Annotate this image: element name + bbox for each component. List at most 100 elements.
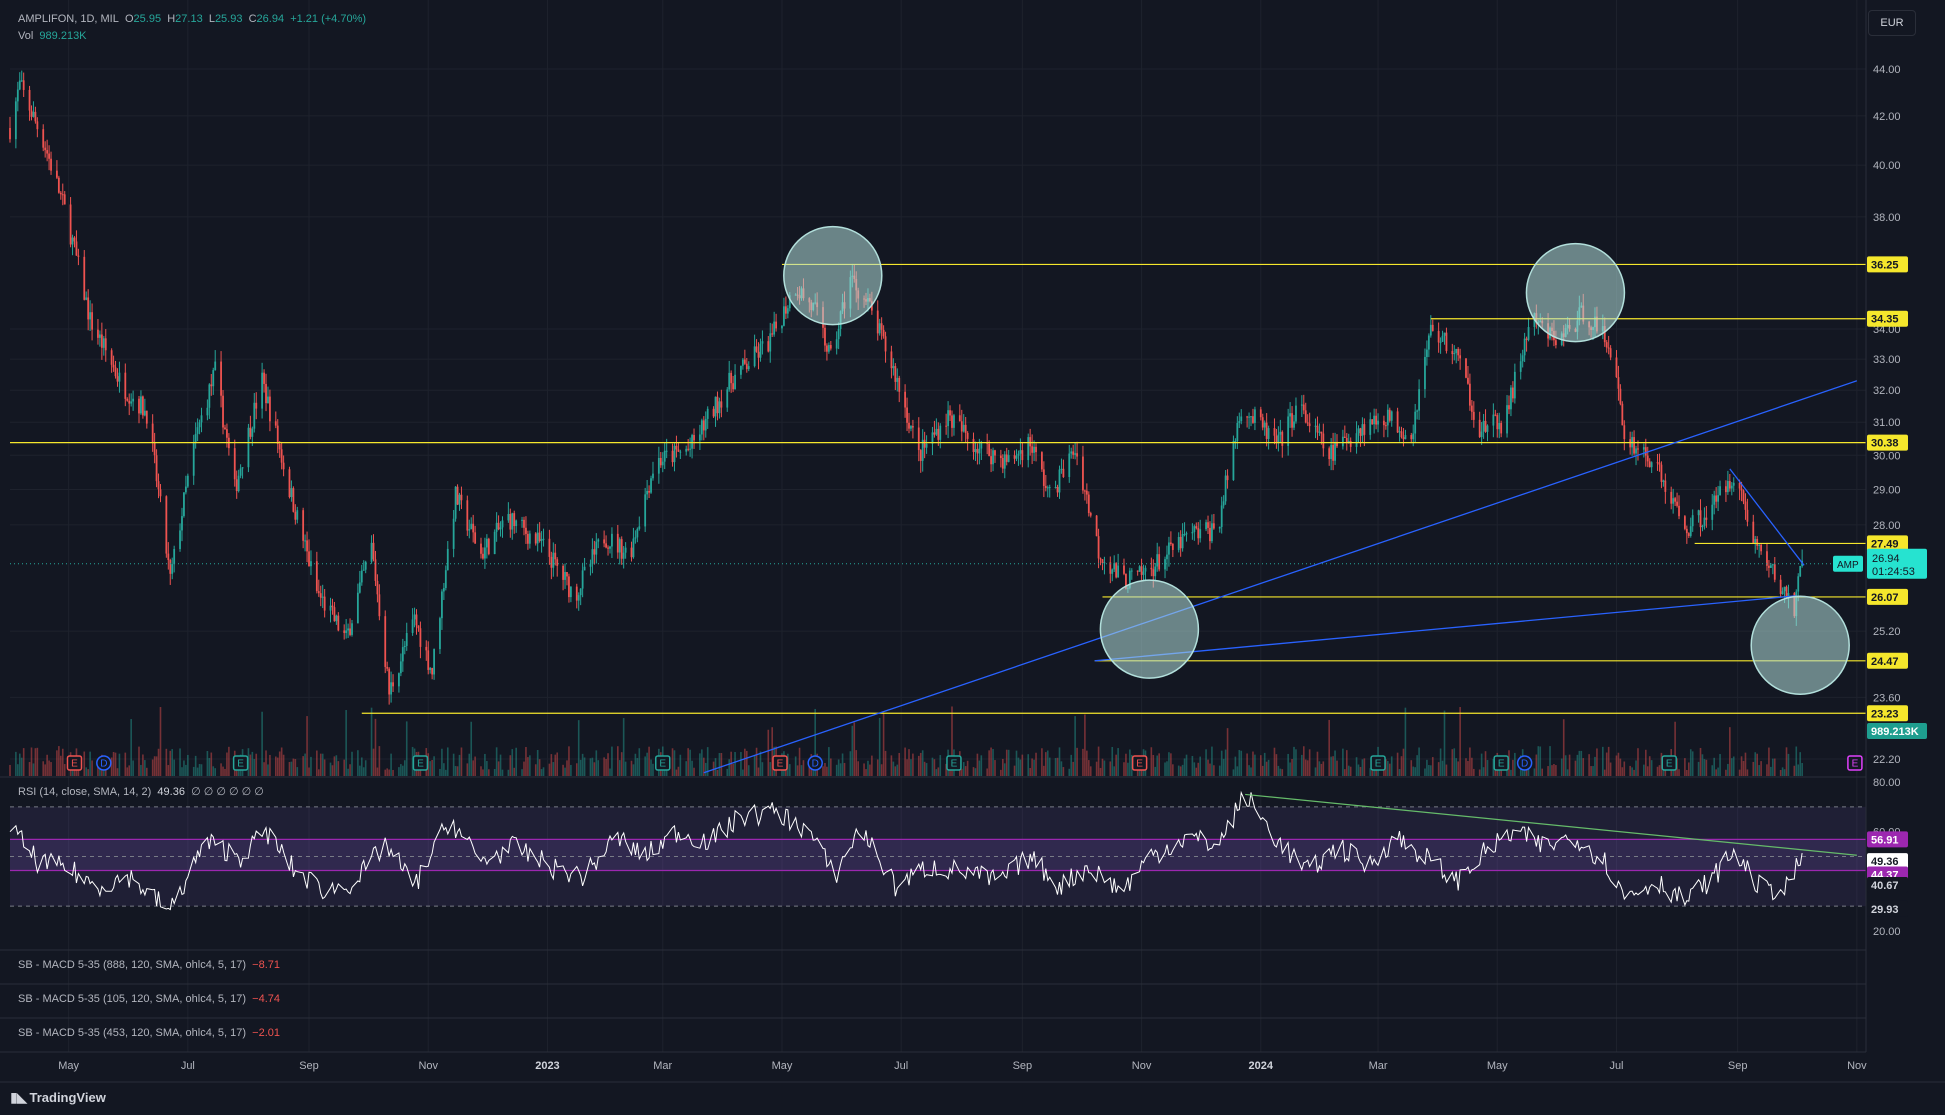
candle-body	[507, 513, 510, 521]
volume-bar	[403, 760, 406, 776]
volume-bar	[798, 747, 801, 776]
volume-bar	[677, 766, 680, 776]
rsi-inner-band-fill	[10, 839, 1866, 871]
volume-bar	[839, 763, 842, 776]
candle-body	[1287, 416, 1290, 446]
volume-bar	[468, 753, 471, 776]
volume-bar	[787, 753, 789, 776]
symbol-label[interactable]: AMPLIFON, 1D, MIL	[18, 13, 119, 25]
time-tick-label: May	[772, 1060, 793, 1072]
candle-body	[1672, 498, 1675, 504]
volume-bar	[1363, 758, 1366, 776]
volume-bar	[939, 755, 942, 776]
volume-bar	[15, 751, 17, 776]
candle-body	[36, 121, 39, 130]
candle-body	[671, 450, 674, 463]
volume-bar	[118, 753, 121, 776]
candle-body	[1234, 440, 1237, 442]
candle-body	[740, 365, 742, 375]
price-tick-label: 40.00	[1873, 160, 1901, 172]
candle-body	[1185, 533, 1188, 535]
earnings-marker	[655, 755, 671, 771]
volume-bar	[499, 754, 502, 776]
volume-bar	[1576, 754, 1579, 776]
candle-body	[1205, 522, 1207, 530]
candle-body	[200, 415, 203, 423]
volume-bar	[44, 764, 46, 776]
volume-bar	[796, 765, 799, 776]
candle-body	[104, 338, 107, 351]
candle-body	[1111, 569, 1114, 574]
volume-bar	[1070, 754, 1073, 776]
volume-bar	[1590, 766, 1592, 776]
volume-bar	[1355, 757, 1358, 776]
volume-bar	[1088, 760, 1090, 776]
candle-body	[126, 398, 129, 401]
candle-body	[1388, 409, 1391, 421]
volume-bar	[97, 761, 99, 776]
volume-bar	[58, 746, 60, 776]
volume-bar	[1254, 754, 1256, 776]
price-tick-label: 32.00	[1873, 385, 1901, 397]
candle-body	[210, 384, 213, 387]
earnings-marker	[1493, 755, 1509, 771]
candle-body	[1785, 586, 1788, 598]
volume-bar	[179, 748, 181, 776]
volume-bar	[867, 760, 869, 776]
rsi-legend[interactable]: RSI (14, close, SMA, 14, 2) 49.36 ∅ ∅ ∅ …	[18, 785, 264, 798]
candle-body	[497, 522, 500, 530]
volume-bar	[224, 768, 226, 776]
volume-bar	[1574, 760, 1577, 776]
candle-body	[85, 297, 88, 300]
candle-body	[1343, 436, 1346, 438]
candle-body	[128, 400, 131, 404]
time-tick-label: Jul	[1609, 1060, 1623, 1072]
candle-body	[1322, 433, 1325, 449]
currency-button[interactable]: EUR	[1868, 10, 1916, 36]
candle-body	[116, 376, 119, 382]
macd-legend-2[interactable]: SB - MACD 5-35 (105, 120, SMA, ohlc4, 5,…	[18, 993, 280, 1005]
candle-body	[1644, 447, 1647, 456]
candle-body	[1768, 565, 1770, 568]
volume-bar	[1512, 759, 1514, 776]
candle-body	[306, 540, 308, 552]
time-tick-label: Nov	[1847, 1060, 1867, 1072]
volume-bar	[185, 764, 187, 776]
candle-body	[1615, 357, 1618, 378]
candle-body	[1725, 486, 1727, 493]
candle-body	[1603, 326, 1606, 343]
grid-lines	[10, 0, 1866, 1052]
volume-bar	[822, 766, 824, 776]
level-tag-bg	[1867, 652, 1908, 669]
candle-body	[1171, 543, 1174, 550]
volume-bar	[992, 749, 994, 776]
volume-bar	[755, 747, 758, 776]
candle-body	[1439, 341, 1442, 343]
volume-bar	[538, 759, 541, 776]
volume-bar	[1390, 756, 1393, 776]
volume-bar	[853, 722, 856, 776]
price-tick-label: 25.20	[1873, 626, 1901, 638]
volume-bar	[304, 753, 306, 776]
volume-bar	[198, 763, 201, 776]
macd-legend-1[interactable]: SB - MACD 5-35 (888, 120, SMA, ohlc4, 5,…	[18, 959, 280, 971]
volume-bar	[1281, 769, 1284, 776]
candle-body	[1099, 558, 1102, 560]
tradingview-logo[interactable]: ▮◣ TradingView	[10, 1089, 106, 1106]
volume-bar	[1224, 749, 1227, 776]
candle-body	[910, 426, 912, 429]
candle-body	[1396, 411, 1399, 433]
candle-body	[1154, 566, 1157, 577]
volume-bar	[347, 768, 349, 776]
volume-bar	[699, 753, 701, 776]
macd-legend-3[interactable]: SB - MACD 5-35 (453, 120, SMA, ohlc4, 5,…	[18, 1027, 280, 1039]
volume-bar	[253, 758, 256, 776]
volume-bar	[1248, 765, 1250, 776]
volume-bar	[1035, 752, 1037, 776]
candle-body	[1701, 525, 1704, 528]
volume-bar	[1197, 762, 1200, 776]
candle-body	[788, 295, 791, 309]
time-axis[interactable]: May Jul Sep Nov 2023 Mar May Jul Sep Nov 2024 Mar Ma…	[58, 1060, 1867, 1072]
pane-separators[interactable]	[0, 0, 1945, 1083]
